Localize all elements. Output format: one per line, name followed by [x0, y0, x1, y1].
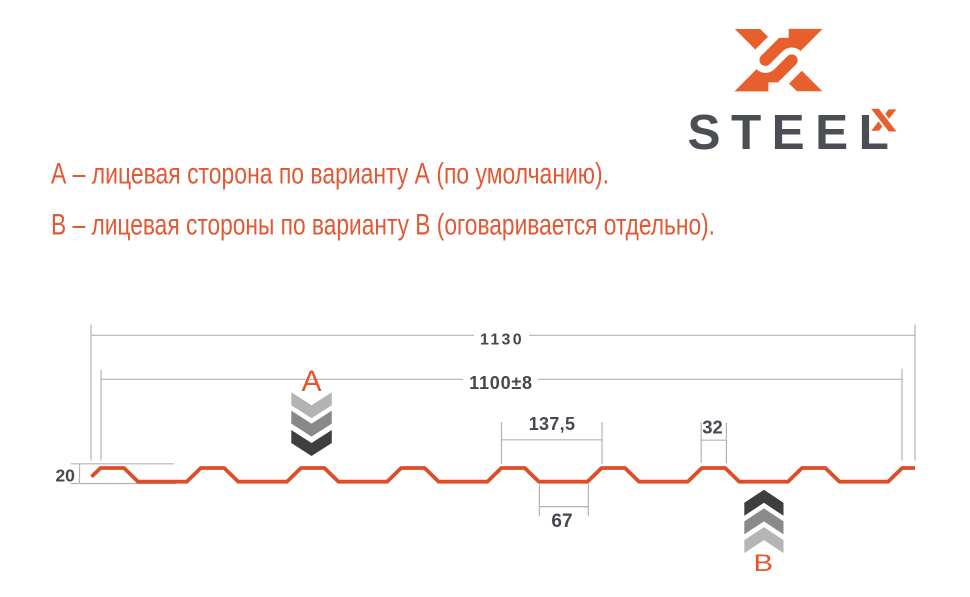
svg-text:STEEL: STEEL [688, 105, 900, 160]
svg-text:137,5: 137,5 [529, 414, 576, 434]
svg-text:20: 20 [55, 465, 75, 485]
svg-text:B: B [753, 549, 773, 576]
svg-text:67: 67 [551, 511, 572, 532]
svg-text:1130: 1130 [480, 332, 524, 349]
svg-text:1100±8: 1100±8 [469, 373, 533, 393]
svg-text:А – лицевая сторона по вариант: А – лицевая сторона по варианту А (по ум… [51, 158, 609, 191]
svg-text:B – лицевая стороны по вариант: B – лицевая стороны по варианту B (огова… [51, 209, 715, 242]
svg-text:А: А [301, 365, 321, 398]
svg-text:32: 32 [702, 417, 723, 438]
